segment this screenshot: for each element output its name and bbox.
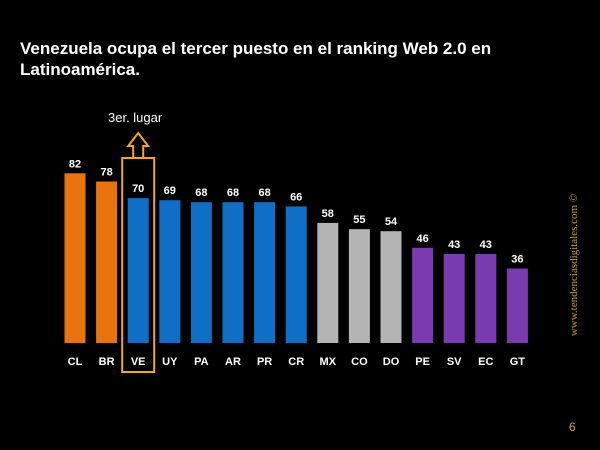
bar-pe bbox=[412, 247, 434, 343]
category-label-cr: CR bbox=[288, 356, 304, 368]
value-label-ve: 70 bbox=[132, 183, 144, 195]
value-label-pe: 46 bbox=[416, 233, 428, 245]
value-label-pr: 68 bbox=[258, 187, 270, 199]
bar-mx bbox=[317, 222, 339, 343]
value-label-uy: 69 bbox=[164, 185, 176, 197]
category-label-sv: SV bbox=[447, 356, 462, 368]
category-label-ve: VE bbox=[131, 356, 146, 368]
up-arrow-icon bbox=[126, 131, 151, 159]
category-label-ec: EC bbox=[478, 356, 493, 368]
value-label-sv: 43 bbox=[448, 239, 460, 251]
value-label-ar: 68 bbox=[227, 187, 239, 199]
bar-pr bbox=[254, 202, 276, 343]
bar-ar bbox=[222, 202, 244, 343]
bar-ec bbox=[475, 254, 497, 343]
bar-sv bbox=[443, 254, 465, 343]
bar-br bbox=[96, 181, 118, 343]
category-label-pr: PR bbox=[257, 356, 272, 368]
category-label-cl: CL bbox=[68, 356, 83, 368]
category-label-br: BR bbox=[99, 356, 115, 368]
category-label-mx: MX bbox=[320, 356, 337, 368]
watermark-url: www.tendenciasdigitales.com © bbox=[568, 193, 580, 337]
bar-do bbox=[380, 231, 402, 343]
value-label-br: 78 bbox=[100, 167, 112, 179]
category-label-pe: PE bbox=[415, 356, 430, 368]
bar-co bbox=[348, 229, 370, 343]
bar-cr bbox=[285, 206, 307, 343]
value-label-gt: 36 bbox=[511, 254, 523, 266]
value-label-cr: 66 bbox=[290, 191, 302, 203]
bar-uy bbox=[159, 200, 181, 343]
bar-ve bbox=[127, 198, 149, 343]
category-label-gt: GT bbox=[510, 356, 526, 368]
value-label-ec: 43 bbox=[480, 239, 492, 251]
page-number: 6 bbox=[569, 420, 576, 434]
third-place-annotation: 3er. lugar bbox=[108, 110, 163, 125]
category-label-do: DO bbox=[383, 356, 400, 368]
value-label-co: 55 bbox=[353, 214, 365, 226]
value-label-pa: 68 bbox=[195, 187, 207, 199]
category-label-co: CO bbox=[351, 356, 368, 368]
value-label-mx: 58 bbox=[322, 208, 334, 220]
bar-pa bbox=[190, 202, 212, 343]
category-label-ar: AR bbox=[225, 356, 241, 368]
slide-title: Venezuela ocupa el tercer puesto en el r… bbox=[20, 39, 492, 79]
bar-cl bbox=[64, 173, 86, 343]
category-label-pa: PA bbox=[194, 356, 209, 368]
bar-gt bbox=[506, 268, 528, 343]
category-label-uy: UY bbox=[162, 356, 178, 368]
value-label-do: 54 bbox=[385, 216, 398, 228]
value-label-cl: 82 bbox=[69, 158, 81, 170]
